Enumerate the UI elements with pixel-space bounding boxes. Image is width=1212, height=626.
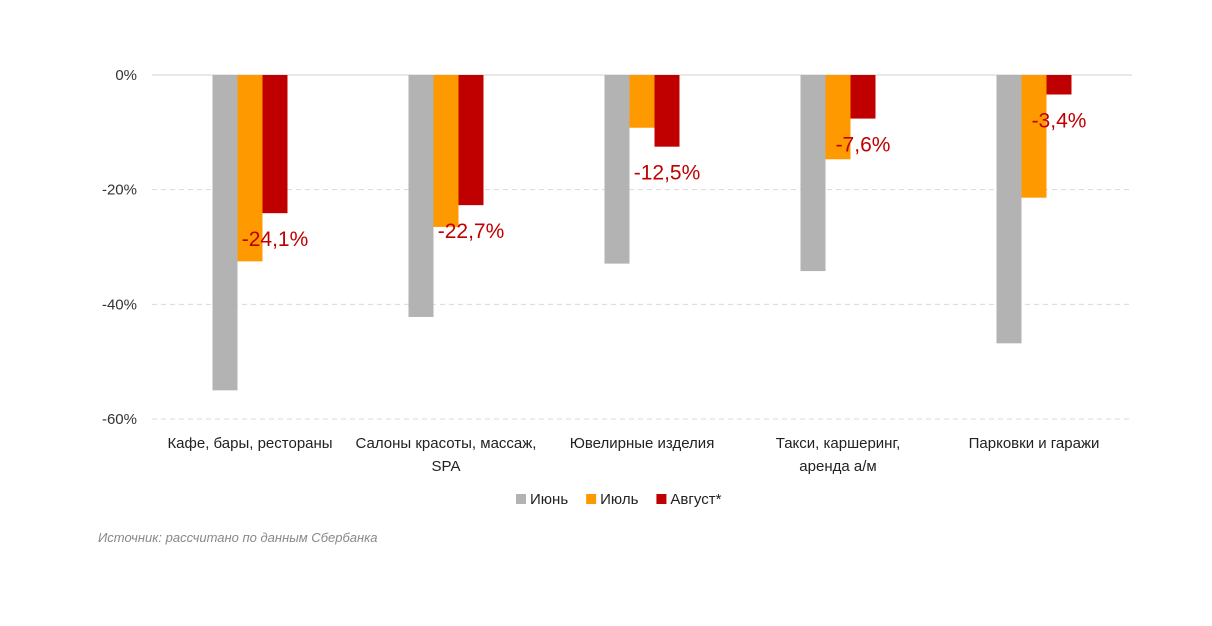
- bar: [629, 75, 655, 128]
- bar: [1021, 75, 1047, 198]
- bar: [458, 75, 484, 206]
- y-tick-label: -40%: [102, 296, 137, 313]
- bar: [262, 75, 288, 214]
- legend-swatch: [586, 494, 597, 504]
- category-label: SPA: [432, 458, 461, 475]
- bar: [996, 75, 1022, 344]
- legend-label: Июнь: [530, 491, 568, 508]
- y-tick-label: 0%: [115, 67, 137, 84]
- bar: [1046, 75, 1072, 95]
- legend-swatch: [656, 494, 667, 504]
- data-label: -24,1%: [242, 228, 309, 251]
- category-label: Салоны красоты, массаж,: [356, 435, 537, 452]
- bar: [800, 75, 826, 272]
- data-label: -3,4%: [1032, 109, 1087, 132]
- data-label: -7,6%: [836, 134, 891, 157]
- bar: [408, 75, 434, 317]
- bar: [604, 75, 630, 264]
- source-note: Источник: рассчитано по данным Сбербанка: [98, 530, 378, 545]
- y-tick-label: -20%: [102, 182, 137, 199]
- bar: [433, 75, 459, 227]
- bar: [825, 75, 851, 160]
- category-label: Такси, каршеринг,: [776, 435, 901, 452]
- data-label: -22,7%: [438, 220, 505, 243]
- category-label: Ювелирные изделия: [570, 435, 715, 452]
- bar: [654, 75, 680, 147]
- category-label: аренда а/м: [799, 458, 876, 475]
- legend-label: Июль: [600, 491, 638, 508]
- category-label: Парковки и гаражи: [969, 435, 1100, 452]
- bar: [237, 75, 263, 262]
- legend-swatch: [516, 494, 526, 504]
- bar: [212, 75, 238, 391]
- bar: [850, 75, 876, 119]
- legend-label: Август*: [670, 491, 721, 508]
- category-label: Кафе, бары, рестораны: [167, 435, 332, 452]
- y-tick-label: -60%: [102, 411, 137, 428]
- data-label: -12,5%: [634, 162, 701, 185]
